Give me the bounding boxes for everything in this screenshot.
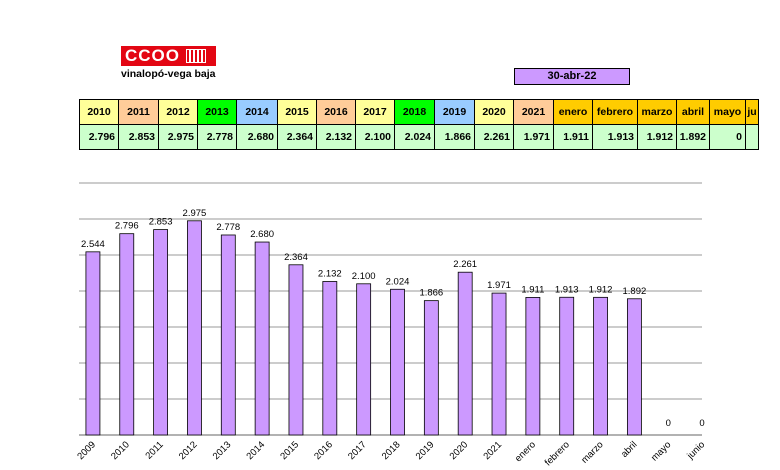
x-tick-label: 2019 <box>414 439 437 462</box>
x-tick-label: 2011 <box>143 439 165 461</box>
bar <box>288 264 304 436</box>
data-label: 1.913 <box>555 284 579 295</box>
table-value-cell: 2.975 <box>158 124 198 150</box>
x-tick-label: 2021 <box>481 439 504 462</box>
data-label: 1.866 <box>419 288 443 299</box>
x-tick-label: 2017 <box>346 439 369 462</box>
bar <box>220 234 236 436</box>
table-header-cell: 2014 <box>236 99 278 125</box>
table-header-cell: 2015 <box>277 99 317 125</box>
table-header-cell: abril <box>676 99 710 125</box>
table-header-cell: 2018 <box>394 99 435 125</box>
x-tick-label: 2018 <box>380 439 403 462</box>
data-label: 2.853 <box>149 217 173 228</box>
table-value-cell: 2.261 <box>474 124 514 150</box>
bar <box>626 298 642 436</box>
table-header-cell: 2020 <box>474 99 514 125</box>
x-tick-label: 2015 <box>278 439 301 462</box>
table-value-cell: 1.866 <box>434 124 475 150</box>
bar <box>423 300 439 436</box>
data-label: 2.975 <box>183 208 207 219</box>
data-label: 1.971 <box>487 280 511 291</box>
data-label: 2.100 <box>352 271 376 282</box>
bar <box>593 296 608 436</box>
data-label: 2.024 <box>386 276 410 287</box>
summary-table: 2010 2011 2012 2013 2014 2015 2016 2017 2018 2019… <box>79 99 759 150</box>
x-tick-label: 2020 <box>448 439 471 462</box>
bar <box>187 220 202 436</box>
table-header-cell: ju <box>745 99 759 125</box>
bar <box>85 251 101 436</box>
x-tick-label: enero <box>513 439 538 464</box>
table-value-cell: 1.912 <box>637 124 677 150</box>
data-label: 2.132 <box>318 268 342 279</box>
bar <box>390 288 405 436</box>
table-header-cell: enero <box>553 99 593 125</box>
bar <box>322 281 338 436</box>
bar <box>119 233 135 436</box>
x-tick-label: 2013 <box>211 439 234 462</box>
x-tick-label: 2016 <box>312 439 335 462</box>
bar <box>153 229 169 436</box>
table-value-cell: 2.796 <box>79 124 119 150</box>
table-value-cell: 2.364 <box>277 124 317 150</box>
date-label: 30-abr-22 <box>514 68 630 85</box>
bar <box>559 296 575 436</box>
logo-region: vinalopó-vega baja <box>121 68 216 80</box>
x-tick-label: 2009 <box>75 439 98 462</box>
table-header-cell: 2012 <box>158 99 198 125</box>
bar <box>491 292 507 436</box>
x-tick-label: 2014 <box>245 439 268 462</box>
table-value-cell: 2.132 <box>316 124 356 150</box>
table-value-cell: 1.911 <box>553 124 593 150</box>
x-tick-label: abril <box>619 439 639 459</box>
table-value-cell <box>745 124 759 150</box>
table-header-cell: 2021 <box>513 99 554 125</box>
bar <box>457 271 473 436</box>
table-header-cell: febrero <box>592 99 638 125</box>
data-label: 2.796 <box>115 221 139 232</box>
table-value-cell: 0 <box>709 124 746 150</box>
data-label: 0 <box>699 418 704 429</box>
ccoo-logo-box: CCOO <box>121 46 216 66</box>
table-header-cell: 2017 <box>355 99 395 125</box>
table-value-cell: 1.892 <box>676 124 710 150</box>
x-tick-label: junio <box>685 439 708 462</box>
data-label: 2.544 <box>81 239 105 250</box>
data-label: 2.364 <box>284 252 308 263</box>
table-value-cell: 1.913 <box>592 124 638 150</box>
table-value-cell: 2.853 <box>118 124 159 150</box>
data-label: 2.778 <box>216 222 240 233</box>
x-tick-label: marzo <box>579 439 605 465</box>
table-header-cell: 2011 <box>118 99 159 125</box>
data-label: 1.911 <box>521 284 544 295</box>
logo-brand: CCOO <box>125 46 180 65</box>
data-label: 0 <box>666 418 671 429</box>
table-header-cell: 2019 <box>434 99 475 125</box>
summary-value-row: 2.796 2.853 2.975 2.778 2.680 2.364 2.132 2.100… <box>79 124 759 150</box>
data-label: 1.912 <box>589 284 613 295</box>
x-tick-label: 2010 <box>109 439 132 462</box>
ccoo-logo: CCOO vinalopó-vega baja <box>121 46 216 80</box>
data-label: 2.680 <box>250 229 274 240</box>
bar <box>525 297 541 436</box>
data-label: 2.261 <box>453 259 477 270</box>
table-value-cell: 2.680 <box>236 124 278 150</box>
table-value-cell: 2.778 <box>197 124 237 150</box>
logo-bars-icon <box>186 49 206 63</box>
x-tick-label: febrero <box>543 439 572 468</box>
data-label: 1.892 <box>623 286 647 297</box>
table-value-cell: 2.100 <box>355 124 395 150</box>
bar <box>254 241 270 436</box>
table-header-cell: 2013 <box>197 99 237 125</box>
table-header-cell: 2010 <box>79 99 119 125</box>
summary-header-row: 2010 2011 2012 2013 2014 2015 2016 2017 2018 2019… <box>79 99 759 125</box>
table-header-cell: mayo <box>709 99 746 125</box>
x-tick-label: mayo <box>649 439 673 463</box>
x-tick-label: 2012 <box>177 439 200 462</box>
bar <box>356 283 372 436</box>
